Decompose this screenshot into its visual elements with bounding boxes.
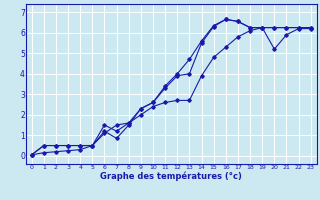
X-axis label: Graphe des températures (°c): Graphe des températures (°c) <box>100 171 242 181</box>
